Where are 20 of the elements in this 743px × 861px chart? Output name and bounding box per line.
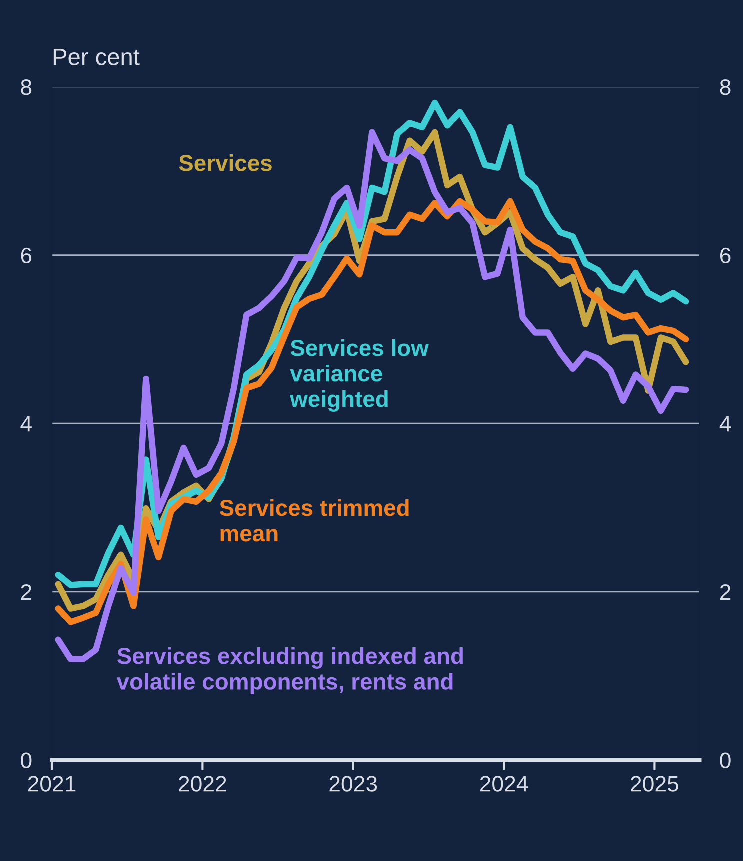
- y-tick-label: 6: [21, 248, 32, 264]
- x-tick-label: 2022: [179, 776, 226, 792]
- y-tick-label: 0: [21, 752, 32, 769]
- x-tick-label: 2023: [330, 776, 378, 792]
- text: Services: [179, 154, 272, 172]
- y-tick-label: 8: [21, 79, 32, 96]
- y2-tick-label: 0: [720, 752, 731, 769]
- y2-tick-label: 4: [720, 416, 732, 432]
- y-axis-title: Per cent: [54, 48, 140, 66]
- x-tick-label: 2025: [631, 776, 678, 792]
- y-tick-label: 4: [20, 416, 32, 432]
- x-tick-label: 2024: [480, 776, 528, 792]
- y2-tick-label: 8: [720, 79, 731, 96]
- x-tick-label: 2021: [28, 776, 76, 792]
- series-label: Services low variance weighted: [290, 339, 429, 412]
- y-tick-label: 2: [21, 584, 32, 600]
- series-label: Services excluding indexed and volatile components, rents and: [116, 647, 463, 694]
- y2-tick-label: 2: [720, 584, 731, 600]
- y2-tick-label: 6: [720, 248, 731, 264]
- series-label: Services trimmed mean: [220, 499, 409, 542]
